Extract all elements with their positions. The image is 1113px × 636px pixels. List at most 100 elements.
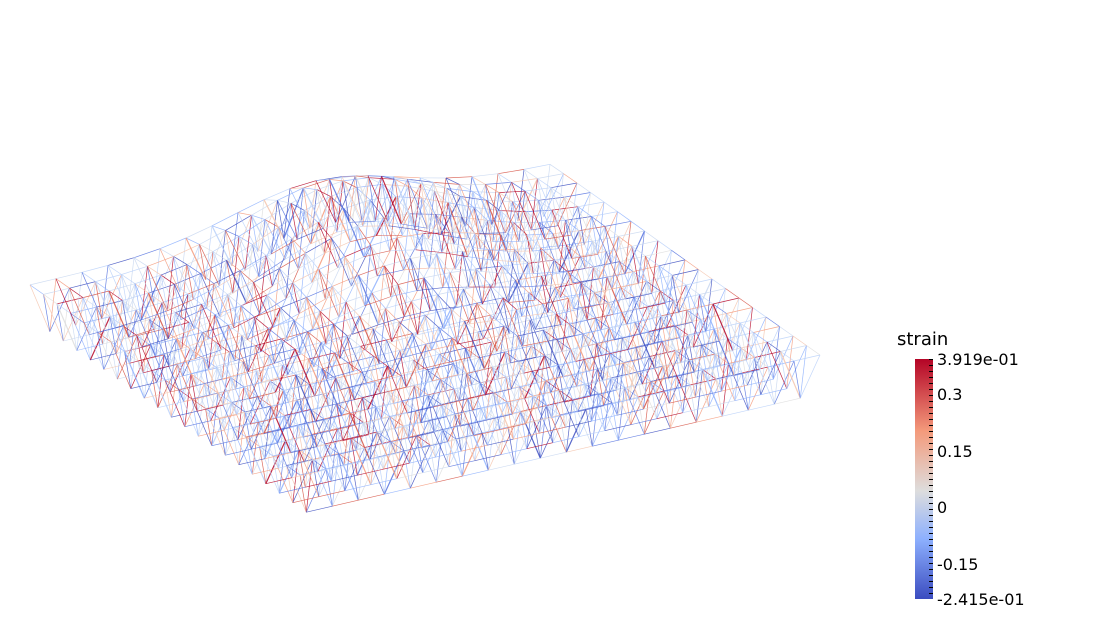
truss-member xyxy=(624,387,639,398)
truss-member xyxy=(400,375,408,414)
truss-member xyxy=(485,184,506,233)
truss-member xyxy=(440,379,448,417)
truss-member xyxy=(162,329,184,377)
truss-member xyxy=(216,367,231,378)
truss-member xyxy=(149,319,157,357)
truss-member xyxy=(516,309,531,321)
truss-member xyxy=(509,309,517,363)
truss-member xyxy=(289,180,317,189)
truss-member xyxy=(655,340,663,394)
truss-member xyxy=(519,261,546,263)
truss-member xyxy=(558,389,573,400)
truss-member xyxy=(160,275,168,311)
truss-member xyxy=(579,256,587,294)
truss-member xyxy=(70,313,85,324)
truss-member xyxy=(439,354,447,392)
truss-member xyxy=(485,200,507,252)
truss-member xyxy=(206,251,214,308)
truss-member xyxy=(500,401,508,455)
truss-member xyxy=(407,406,434,414)
truss-member xyxy=(149,319,164,330)
truss-member xyxy=(559,414,567,453)
truss-member xyxy=(519,386,534,397)
truss-member xyxy=(464,321,472,358)
truss-member xyxy=(263,427,290,434)
truss-member xyxy=(295,374,303,413)
truss-member xyxy=(403,258,411,317)
truss-member xyxy=(265,477,292,484)
truss-member xyxy=(469,284,490,325)
truss-member xyxy=(512,201,520,242)
truss-member xyxy=(291,238,299,269)
truss-member xyxy=(430,306,457,311)
truss-member xyxy=(567,271,575,309)
truss-member xyxy=(515,280,523,317)
truss-member xyxy=(483,315,491,369)
truss-member xyxy=(367,403,394,410)
truss-member xyxy=(292,282,300,314)
truss-member xyxy=(164,379,172,418)
truss-member xyxy=(381,412,408,420)
truss-member xyxy=(550,187,558,226)
truss-member xyxy=(108,290,123,301)
truss-member xyxy=(629,346,637,400)
truss-member xyxy=(433,400,460,408)
truss-member xyxy=(220,302,247,318)
truss-member xyxy=(515,280,536,330)
truss-member xyxy=(134,283,142,321)
truss-member xyxy=(493,260,520,263)
truss-member xyxy=(324,238,332,300)
truss-member xyxy=(382,416,390,470)
truss-member xyxy=(686,309,701,320)
truss-member xyxy=(128,292,149,338)
truss-member xyxy=(686,309,694,348)
truss-member xyxy=(342,180,364,227)
truss-member xyxy=(212,251,220,286)
truss-member xyxy=(436,253,451,273)
truss-member xyxy=(473,207,495,261)
truss-member xyxy=(346,335,354,372)
truss-member xyxy=(398,321,413,334)
truss-member xyxy=(462,251,470,288)
truss-member xyxy=(331,238,346,257)
truss-member xyxy=(440,234,467,240)
truss-member xyxy=(726,313,734,351)
truss-member xyxy=(329,179,337,223)
truss-member xyxy=(468,233,476,288)
truss-member xyxy=(593,266,608,278)
truss-member xyxy=(272,268,280,328)
truss-member xyxy=(385,308,400,323)
truss-member xyxy=(376,431,384,470)
truss-member xyxy=(407,178,434,183)
truss-member xyxy=(403,267,430,271)
truss-member xyxy=(719,313,727,367)
truss-member xyxy=(370,245,385,267)
truss-member xyxy=(511,178,538,183)
truss-member xyxy=(576,182,591,193)
truss-member xyxy=(369,196,397,201)
truss-member xyxy=(243,386,251,425)
truss-member xyxy=(556,173,564,226)
truss-member xyxy=(558,389,566,428)
truss-member xyxy=(359,315,374,329)
truss-member xyxy=(628,368,655,375)
truss-member xyxy=(128,283,136,338)
truss-member xyxy=(213,283,228,295)
truss-member xyxy=(485,184,493,225)
truss-member xyxy=(315,180,337,223)
truss-member xyxy=(701,344,716,355)
truss-member xyxy=(232,276,259,294)
truss-member xyxy=(69,287,84,298)
truss-member xyxy=(545,380,560,391)
truss-member xyxy=(430,294,438,351)
truss-member xyxy=(574,329,601,336)
truss-member xyxy=(340,382,367,390)
truss-member xyxy=(383,217,404,271)
truss-member xyxy=(201,304,209,340)
truss-member xyxy=(153,248,161,303)
truss-member xyxy=(637,230,645,284)
truss-member xyxy=(666,321,693,329)
truss-member xyxy=(155,312,176,357)
truss-member xyxy=(221,339,248,351)
